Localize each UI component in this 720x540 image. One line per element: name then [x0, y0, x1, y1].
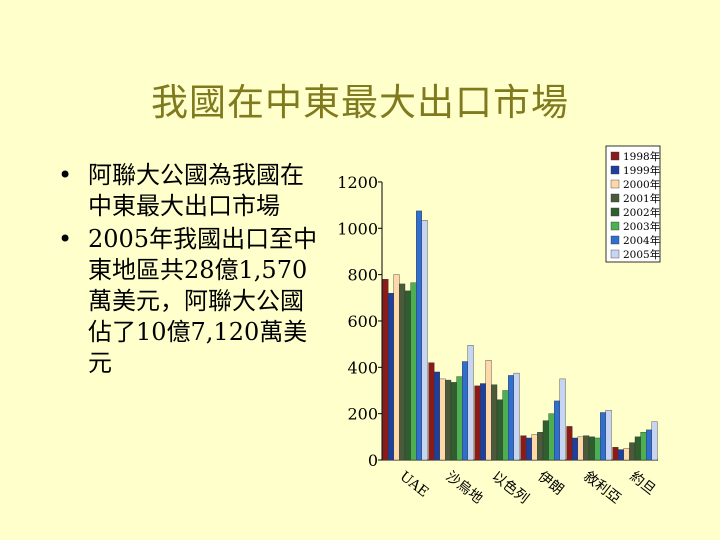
y-tick-label: 1200	[337, 173, 378, 192]
x-tick-label: 沙烏地	[443, 468, 487, 507]
x-tick-labels: UAE 沙烏地 以色列 伊朗 敘利亞 約旦	[397, 468, 659, 507]
legend-swatch	[610, 249, 620, 259]
bar-3-5	[548, 413, 555, 461]
bar-3-0	[520, 435, 527, 461]
y-tick-label: 200	[347, 405, 378, 424]
y-tick-label: 600	[347, 312, 378, 331]
bar-4-3	[583, 435, 590, 461]
bar-5-3	[629, 442, 636, 461]
bar-1-5	[456, 376, 463, 461]
bar-1-7	[467, 345, 474, 461]
y-tick-label: 800	[347, 266, 378, 285]
legend-label: 2001年	[623, 192, 660, 205]
bar-0-7	[421, 219, 428, 461]
bullet-list: • 阿聯大公國為我國在中東最大出口市場 • 2005年我國出口至中東地區共28億1,…	[58, 160, 323, 381]
x-tick-label: 以色列	[489, 468, 533, 507]
bullet-item: • 2005年我國出口至中東地區共28億1,570萬美元，阿聯大公國佔了10億7,…	[58, 224, 323, 379]
bullet-text: 2005年我國出口至中東地區共28億1,570萬美元，阿聯大公國佔了10億7,1…	[88, 225, 318, 377]
bar-5-1	[618, 449, 625, 461]
x-tick-label: 伊朗	[535, 469, 567, 499]
chart-axes: 0 200 400 600 800 1000 1200	[337, 173, 658, 470]
y-tick-label: 0	[368, 451, 378, 470]
bar-4-2	[577, 436, 584, 461]
bullet-dot-icon: •	[58, 161, 73, 189]
bar-4-4	[588, 436, 595, 461]
bullet-item: • 阿聯大公國為我國在中東最大出口市場	[58, 160, 323, 222]
chart-bars	[382, 210, 658, 461]
bar-5-2	[623, 448, 630, 461]
x-tick-label: 約旦	[627, 469, 659, 499]
y-tick-label: 1000	[337, 219, 378, 238]
bar-2-3	[491, 384, 498, 461]
legend-label: 2003年	[623, 220, 660, 233]
bar-0-0	[382, 279, 389, 461]
y-tick-label: 400	[347, 358, 378, 377]
bar-1-6	[462, 361, 469, 461]
bar-0-1	[388, 292, 395, 461]
bar-3-4	[542, 420, 549, 461]
bar-3-6	[554, 400, 561, 461]
legend-swatch	[610, 235, 620, 245]
legend-label: 1999年	[623, 164, 660, 177]
bar-5-7	[651, 421, 658, 461]
bar-2-6	[508, 375, 515, 461]
bar-2-2	[485, 360, 492, 461]
legend-label: 2005年	[623, 248, 660, 261]
slide-title: 我國在中東最大出口市場	[151, 81, 569, 124]
bar-1-0	[428, 362, 435, 461]
bar-2-4	[496, 399, 503, 461]
bar-2-0	[474, 385, 481, 461]
bar-1-4	[450, 382, 457, 461]
bar-1-3	[445, 379, 452, 461]
bullet-dot-icon: •	[58, 225, 73, 253]
bar-5-6	[646, 429, 653, 461]
legend-label: 2000年	[623, 178, 660, 191]
bar-4-6	[600, 412, 607, 461]
bar-3-1	[526, 437, 533, 461]
legend-swatch	[610, 193, 620, 203]
bar-2-5	[502, 390, 509, 461]
legend-swatch	[610, 179, 620, 189]
bar-0-6	[416, 210, 423, 461]
bar-5-5	[640, 431, 647, 461]
bar-4-0	[566, 426, 573, 461]
bar-3-2	[531, 434, 538, 461]
bar-2-7	[513, 372, 520, 461]
x-tick-label: 敘利亞	[581, 468, 625, 507]
legend-swatch	[610, 165, 620, 175]
bar-0-3	[399, 283, 406, 461]
bar-1-1	[434, 371, 441, 461]
legend-swatch	[610, 221, 620, 231]
legend-swatch	[610, 207, 620, 217]
bar-4-1	[572, 437, 579, 461]
legend-label: 1998年	[623, 150, 660, 163]
legend-label: 2004年	[623, 234, 660, 247]
legend-label: 2002年	[623, 206, 660, 219]
bar-5-0	[612, 447, 619, 461]
bar-3-3	[537, 431, 544, 461]
bar-4-7	[605, 409, 612, 461]
bar-3-7	[559, 378, 566, 461]
bar-0-4	[404, 290, 411, 461]
bar-1-2	[439, 378, 446, 461]
bar-0-5	[410, 282, 417, 461]
bullet-text: 阿聯大公國為我國在中東最大出口市場	[88, 161, 304, 220]
bar-0-2	[393, 274, 400, 461]
bar-2-1	[480, 383, 487, 461]
bar-5-4	[634, 436, 641, 461]
legend-swatch	[610, 151, 620, 161]
bar-4-5	[594, 437, 601, 461]
x-tick-label: UAE	[397, 469, 432, 501]
